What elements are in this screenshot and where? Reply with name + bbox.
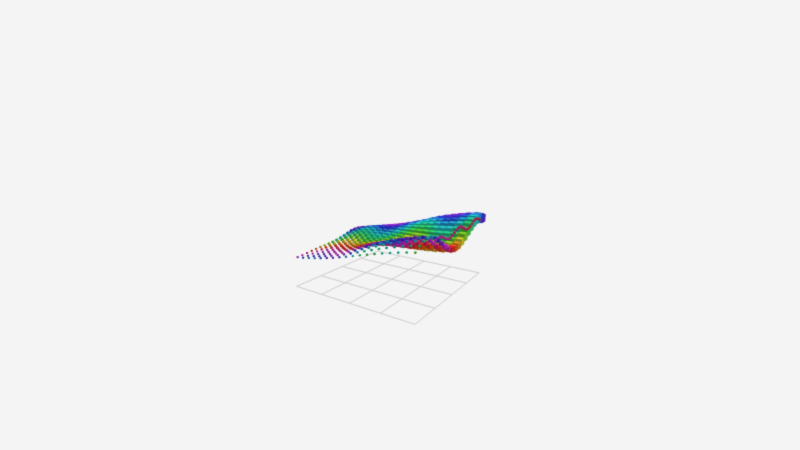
plot-3d-canvas[interactable] bbox=[0, 0, 800, 450]
visualization-root[interactable] bbox=[0, 0, 800, 450]
